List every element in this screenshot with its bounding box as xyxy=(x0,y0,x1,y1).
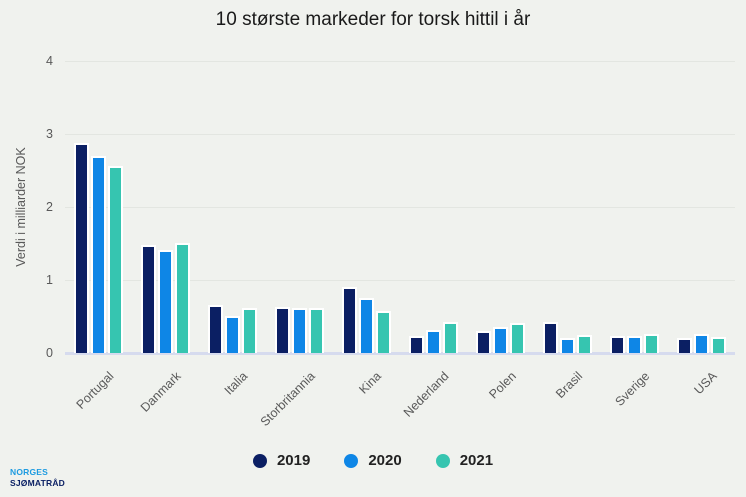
x-tick-portugal: Portugal xyxy=(65,353,132,433)
legend-label-2020: 2020 xyxy=(368,452,402,469)
legend: 2019 2020 2021 xyxy=(0,452,746,469)
bar-2020-brasil xyxy=(560,338,575,353)
bar-2019-nederland xyxy=(409,336,424,353)
bar-2021-usa xyxy=(711,337,726,353)
bar-2020-storbritannia xyxy=(292,308,307,353)
legend-dot-icon xyxy=(252,453,267,468)
bar-2020-portugal xyxy=(91,156,106,353)
bar-2019-kina xyxy=(342,287,357,353)
x-tick-polen: Polen xyxy=(467,353,534,433)
legend-label-2021: 2021 xyxy=(459,452,494,469)
gridline-y2 xyxy=(65,207,735,208)
x-tick-sverige: Sverige xyxy=(601,353,668,433)
bar-2021-polen xyxy=(510,323,525,353)
x-tick-label: Polen xyxy=(485,369,519,402)
bar-2019-storbritannia xyxy=(275,307,290,353)
x-tick-label: USA xyxy=(691,369,720,398)
bar-2021-sverige xyxy=(644,334,659,353)
gridline-y4 xyxy=(65,61,735,62)
norges-sjomatrad-logo: NORGES SJØMATRÅD xyxy=(10,467,65,488)
y-tick-label-4: 4 xyxy=(46,54,53,68)
bar-2020-kina xyxy=(359,298,374,353)
bar-2019-polen xyxy=(476,331,491,353)
chart-title: 10 største markeder for torsk hittil i å… xyxy=(215,9,531,30)
x-tick-storbritannia: Storbritannia xyxy=(257,353,333,433)
legend-item-2020: 2020 xyxy=(344,452,402,469)
x-tick-label: Brasil xyxy=(553,369,586,402)
bar-2021-nederland xyxy=(443,322,458,353)
logo-text-sjomatrad: SJØMATRÅD xyxy=(10,477,66,488)
y-tick-label-2: 2 xyxy=(46,200,53,214)
x-tick-label: Storbritannia xyxy=(257,369,318,430)
x-tick-nederland: Nederland xyxy=(400,353,467,433)
bar-2019-sverige xyxy=(610,336,625,353)
legend-item-2021: 2021 xyxy=(435,452,494,469)
x-tick-label: Sverige xyxy=(612,369,653,409)
logo-text-norges: NORGES xyxy=(10,467,49,477)
x-tick-italia: Italia xyxy=(199,353,266,433)
x-tick-kina: Kina xyxy=(333,353,400,433)
x-tick-label: Kina xyxy=(356,369,385,397)
bar-2021-kina xyxy=(376,311,391,353)
y-tick-label-1: 1 xyxy=(46,273,53,287)
legend-dot-icon xyxy=(344,453,359,468)
gridline-y1 xyxy=(65,280,735,281)
legend-dot-icon xyxy=(435,453,450,468)
bar-2020-usa xyxy=(694,334,709,353)
y-tick-label-3: 3 xyxy=(46,127,53,141)
gridline-y3 xyxy=(65,134,735,135)
x-tick-usa: USA xyxy=(668,353,735,433)
bar-2020-italia xyxy=(225,316,240,353)
bar-2021-storbritannia xyxy=(309,308,324,353)
bar-2021-portugal xyxy=(108,166,123,353)
x-tick-danmark: Danmark xyxy=(132,353,199,433)
bar-2020-sverige xyxy=(627,336,642,353)
bar-2019-brasil xyxy=(543,322,558,353)
x-tick-label: Danmark xyxy=(137,369,184,415)
bar-2020-nederland xyxy=(426,330,441,353)
y-tick-label-0: 0 xyxy=(46,346,53,360)
bar-2019-italia xyxy=(208,305,223,353)
bar-2021-danmark xyxy=(175,243,190,353)
x-tick-label: Nederland xyxy=(400,369,452,420)
bar-2019-danmark xyxy=(141,245,156,353)
x-tick-label: Italia xyxy=(221,369,251,398)
legend-label-2019: 2019 xyxy=(276,452,311,469)
x-axis-line xyxy=(65,352,735,355)
bar-2020-danmark xyxy=(158,250,173,353)
bar-2021-italia xyxy=(242,308,257,353)
bar-2019-usa xyxy=(677,338,692,353)
legend-item-2019: 2019 xyxy=(252,452,311,469)
bar-2020-polen xyxy=(493,327,508,353)
bar-2021-brasil xyxy=(577,335,592,353)
x-tick-label: Portugal xyxy=(73,369,117,412)
bar-2019-portugal xyxy=(74,143,89,353)
x-tick-brasil: Brasil xyxy=(534,353,601,433)
